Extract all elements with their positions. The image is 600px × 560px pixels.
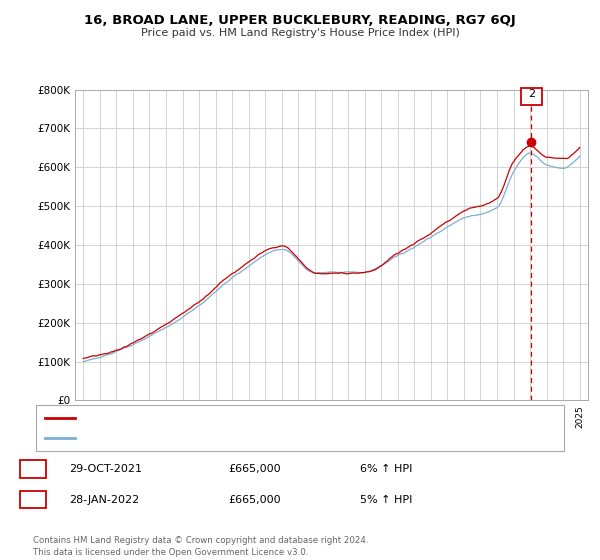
Text: 28-JAN-2022: 28-JAN-2022 <box>69 494 139 505</box>
Text: 1: 1 <box>29 464 37 474</box>
Text: 29-OCT-2021: 29-OCT-2021 <box>69 464 142 474</box>
Text: HPI: Average price, detached house, West Berkshire: HPI: Average price, detached house, West… <box>81 433 329 442</box>
Text: 16, BROAD LANE, UPPER BUCKLEBURY, READING, RG7 6QJ: 16, BROAD LANE, UPPER BUCKLEBURY, READIN… <box>84 14 516 27</box>
Text: £665,000: £665,000 <box>228 494 281 505</box>
Text: 6% ↑ HPI: 6% ↑ HPI <box>360 464 412 474</box>
Text: Contains HM Land Registry data © Crown copyright and database right 2024.
This d: Contains HM Land Registry data © Crown c… <box>33 536 368 557</box>
Text: 2: 2 <box>29 494 37 505</box>
Text: 5% ↑ HPI: 5% ↑ HPI <box>360 494 412 505</box>
Text: 16, BROAD LANE, UPPER BUCKLEBURY, READING, RG7 6QJ (detached house): 16, BROAD LANE, UPPER BUCKLEBURY, READIN… <box>81 413 444 422</box>
Text: 2: 2 <box>528 89 535 99</box>
Text: £665,000: £665,000 <box>228 464 281 474</box>
Text: Price paid vs. HM Land Registry's House Price Index (HPI): Price paid vs. HM Land Registry's House … <box>140 28 460 38</box>
